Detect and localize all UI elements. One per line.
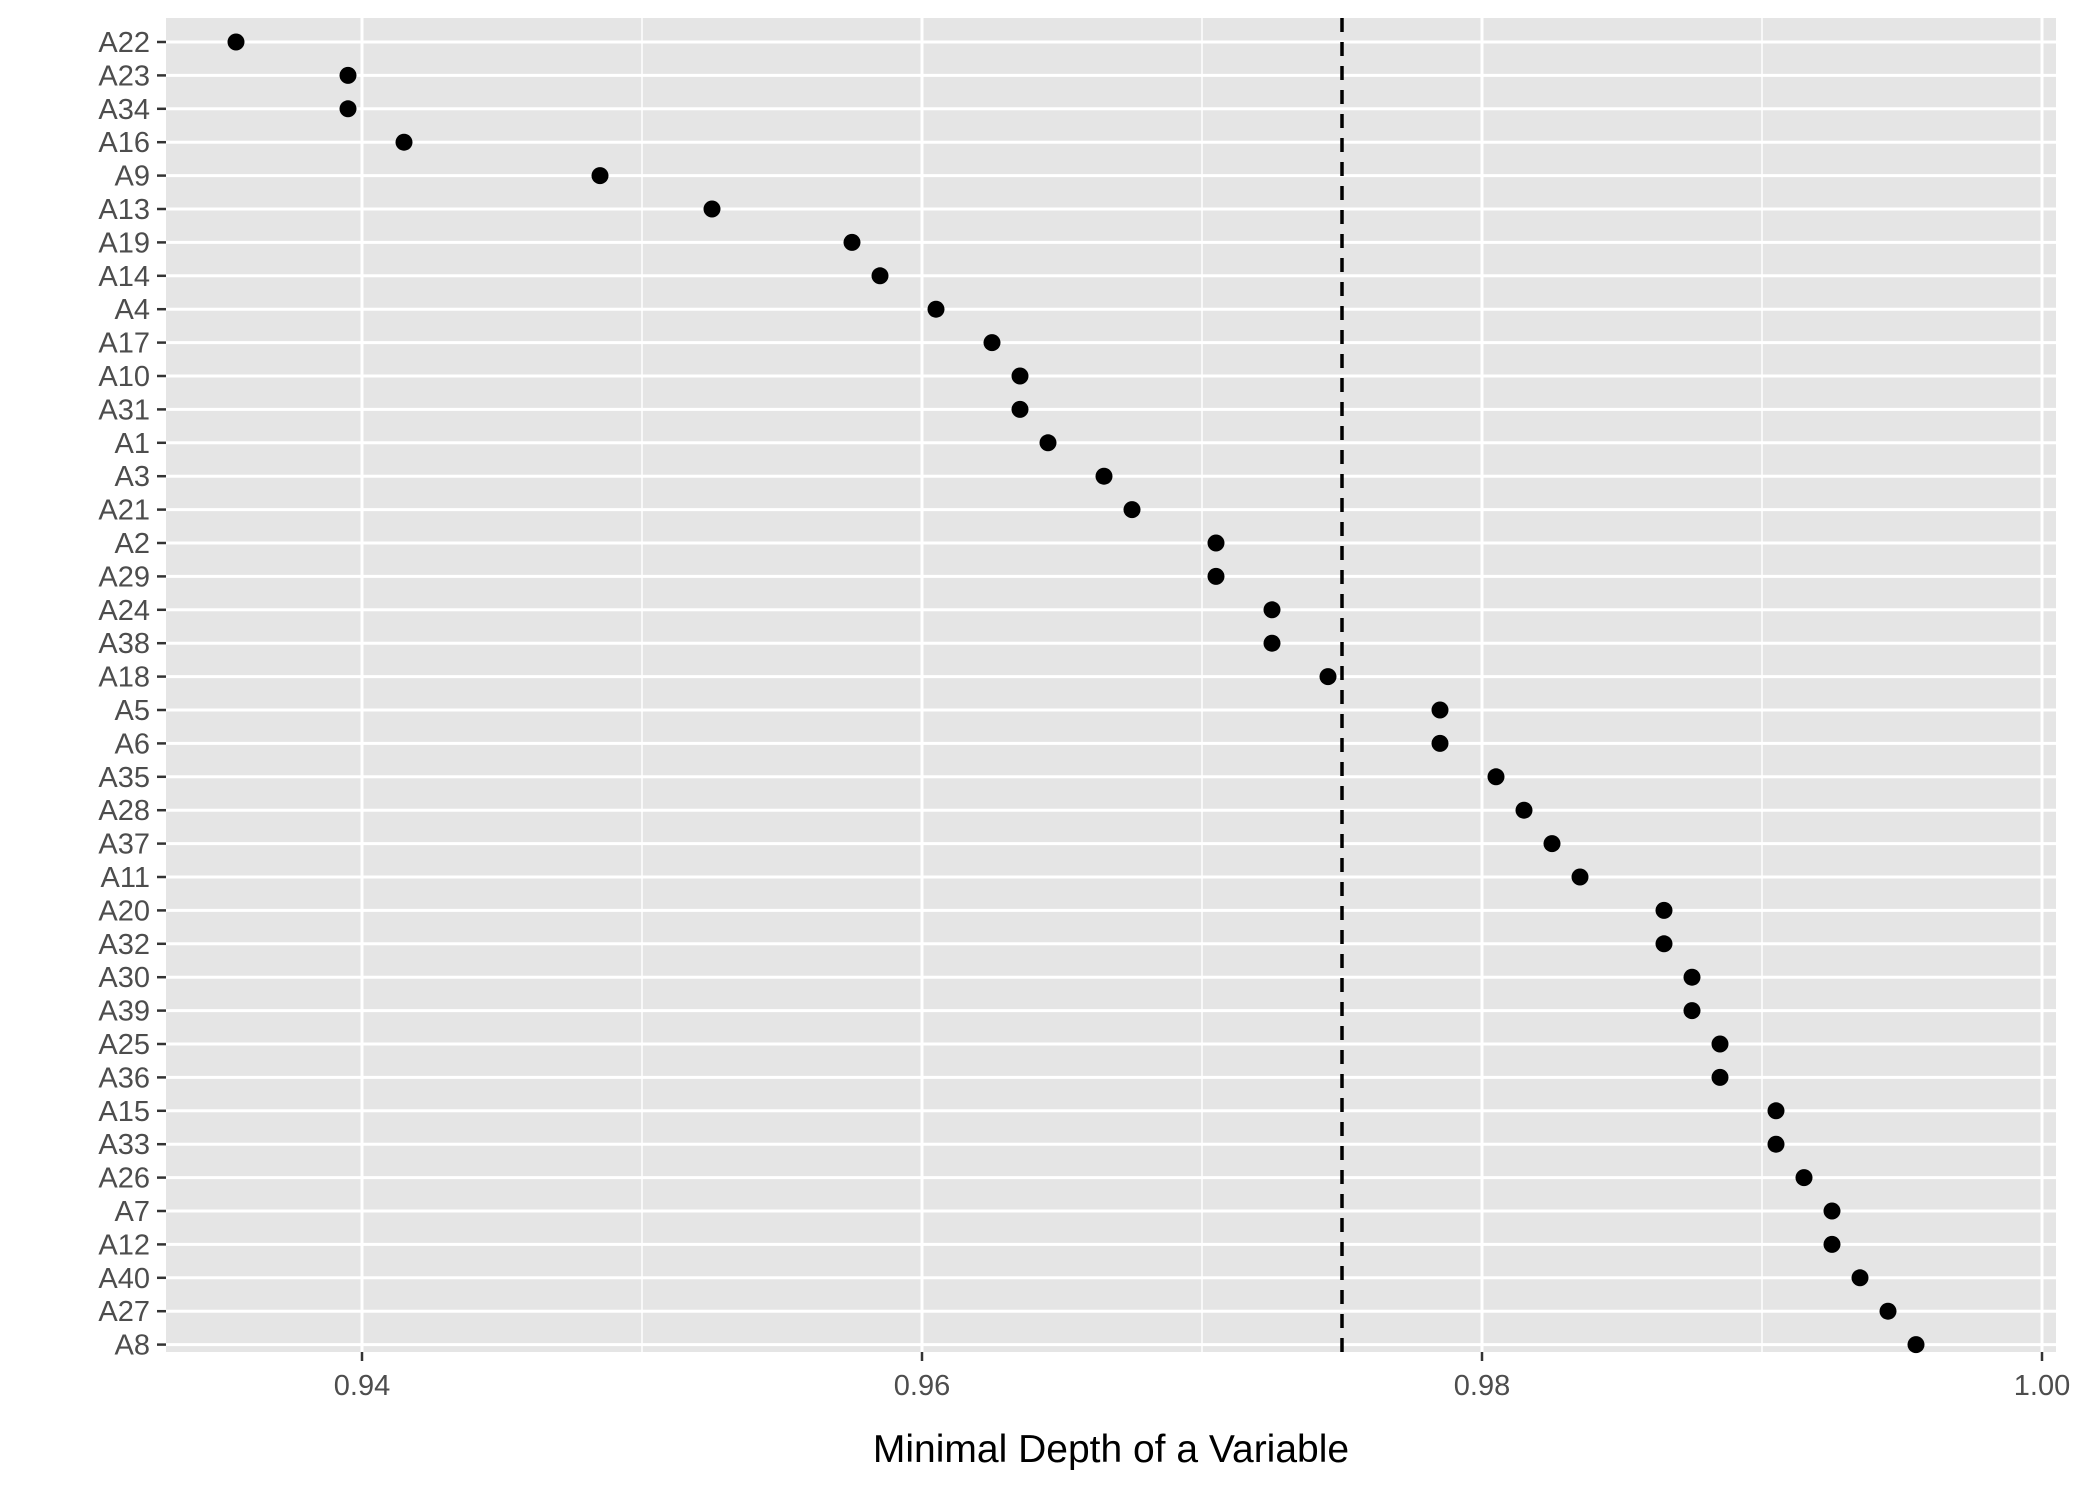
point-a27 (1879, 1302, 1897, 1320)
point-a29 (1207, 567, 1225, 585)
x-axis: 0.94 0.96 0.98 1.00 (334, 1352, 2070, 1402)
point-a17 (983, 334, 1001, 352)
point-a4 (927, 300, 945, 318)
y-tick-label-a13: A13 (98, 194, 150, 226)
y-tick-label-a32: A32 (98, 929, 150, 961)
y-tick-label-a29: A29 (98, 561, 150, 593)
point-a25 (1711, 1035, 1729, 1053)
point-a15 (1767, 1102, 1785, 1120)
y-tick-label-a36: A36 (98, 1062, 150, 1094)
y-tick-label-a11: A11 (101, 862, 150, 894)
y-tick-label-a12: A12 (98, 1229, 150, 1261)
point-a22 (227, 33, 245, 51)
point-a23 (339, 66, 357, 84)
y-tick-label-a5: A5 (115, 695, 150, 727)
y-tick-label-a1: A1 (115, 428, 150, 460)
y-tick-label-a24: A24 (98, 595, 150, 627)
y-tick-label-a40: A40 (98, 1263, 150, 1295)
point-a19 (843, 233, 861, 251)
y-tick-label-a7: A7 (115, 1196, 150, 1228)
point-a1 (1039, 434, 1057, 452)
point-a10 (1011, 367, 1029, 385)
y-tick-label-a22: A22 (98, 27, 150, 59)
y-tick-label-a25: A25 (98, 1029, 150, 1061)
point-a37 (1543, 835, 1561, 853)
point-a36 (1711, 1068, 1729, 1086)
point-a31 (1011, 400, 1029, 418)
point-a20 (1655, 901, 1673, 919)
y-tick-label-a37: A37 (98, 829, 150, 861)
y-tick-label-a14: A14 (98, 261, 150, 293)
x-axis-title: Minimal Depth of a Variable (873, 1428, 1349, 1471)
y-tick-label-a21: A21 (98, 495, 150, 527)
y-tick-label-a8: A8 (115, 1330, 150, 1362)
y-tick-label-a35: A35 (98, 762, 150, 794)
point-a2 (1207, 534, 1225, 552)
y-tick-label-a18: A18 (98, 662, 150, 694)
point-a3 (1095, 467, 1113, 485)
point-a8 (1907, 1336, 1925, 1354)
point-a38 (1263, 634, 1281, 652)
point-a9 (591, 167, 609, 185)
point-a7 (1823, 1202, 1841, 1220)
y-tick-label-a15: A15 (98, 1096, 150, 1128)
y-tick-label-a16: A16 (98, 127, 150, 159)
point-a24 (1263, 601, 1281, 619)
point-a34 (339, 100, 357, 118)
y-tick-label-a3: A3 (115, 461, 150, 493)
point-a39 (1683, 1002, 1701, 1020)
point-a5 (1431, 701, 1449, 719)
point-a30 (1683, 968, 1701, 986)
y-tick-label-a2: A2 (115, 528, 150, 560)
point-a32 (1655, 935, 1673, 953)
y-tick-label-a39: A39 (98, 996, 150, 1028)
point-a16 (395, 133, 413, 151)
major-gridlines (166, 18, 2056, 1352)
y-tick-label-a31: A31 (98, 394, 150, 426)
y-tick-label-a20: A20 (98, 895, 150, 927)
point-a35 (1487, 768, 1505, 786)
data-points (227, 33, 1925, 1354)
minor-gridlines (641, 18, 1763, 1352)
point-a6 (1431, 734, 1449, 752)
y-tick-label-a26: A26 (98, 1163, 150, 1195)
y-tick-label-a17: A17 (98, 328, 150, 360)
point-a21 (1123, 501, 1141, 519)
y-tick-label-a10: A10 (98, 361, 150, 393)
x-tick-label: 0.96 (894, 1370, 950, 1402)
y-tick-label-a33: A33 (98, 1129, 150, 1161)
point-a40 (1851, 1269, 1869, 1287)
point-a26 (1795, 1169, 1813, 1187)
point-a14 (871, 267, 889, 285)
y-tick-label-a27: A27 (98, 1296, 150, 1328)
x-tick-label: 0.98 (1454, 1370, 1510, 1402)
y-tick-label-a30: A30 (98, 962, 150, 994)
y-tick-label-a34: A34 (98, 94, 150, 126)
y-tick-label-a28: A28 (98, 795, 150, 827)
point-a12 (1823, 1235, 1841, 1253)
x-tick-label: 1.00 (2014, 1370, 2070, 1402)
y-tick-label-a19: A19 (98, 227, 150, 259)
point-a13 (703, 200, 721, 218)
x-tick-label: 0.94 (334, 1370, 390, 1402)
y-axis: A22A23A34A16A9A13A19A14A4A17A10A31A1A3A2… (98, 27, 166, 1362)
y-tick-label-a9: A9 (115, 161, 150, 193)
y-tick-label-a23: A23 (98, 60, 150, 92)
point-a18 (1319, 668, 1337, 686)
y-tick-label-a38: A38 (98, 628, 150, 660)
point-a33 (1767, 1135, 1785, 1153)
y-tick-label-a6: A6 (115, 728, 150, 760)
y-tick-label-a4: A4 (115, 294, 150, 326)
point-a11 (1571, 868, 1589, 886)
plot-panel (166, 18, 2056, 1352)
point-a28 (1515, 801, 1533, 819)
